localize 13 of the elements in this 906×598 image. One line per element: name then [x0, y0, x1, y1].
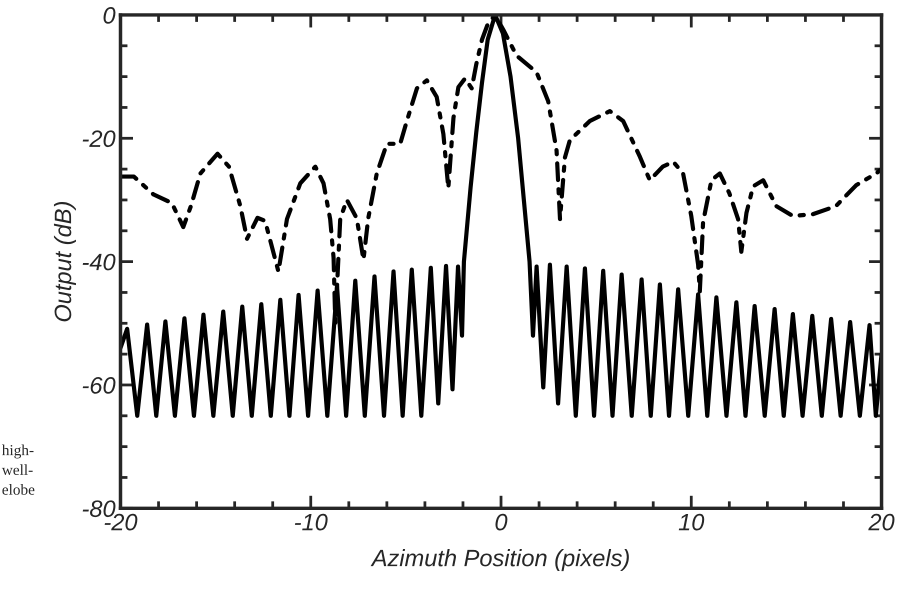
- x-axis-title: Azimuth Position (pixels): [370, 549, 629, 572]
- y-axis-title: Output (dB): [54, 202, 76, 322]
- text: elobe: [2, 484, 34, 495]
- text: high-: [2, 444, 34, 458]
- x-tick-label: -10: [294, 514, 328, 531]
- x-tick-label: 20: [868, 514, 894, 531]
- x-tick-label: 10: [678, 514, 704, 531]
- y-tick-label: -60: [82, 377, 116, 394]
- y-tick-label: -40: [82, 254, 116, 270]
- y-tick-label: -20: [82, 130, 116, 148]
- x-tick-label: 0: [495, 514, 508, 531]
- text: well-: [2, 464, 33, 476]
- y-tick-label: 0: [104, 7, 116, 24]
